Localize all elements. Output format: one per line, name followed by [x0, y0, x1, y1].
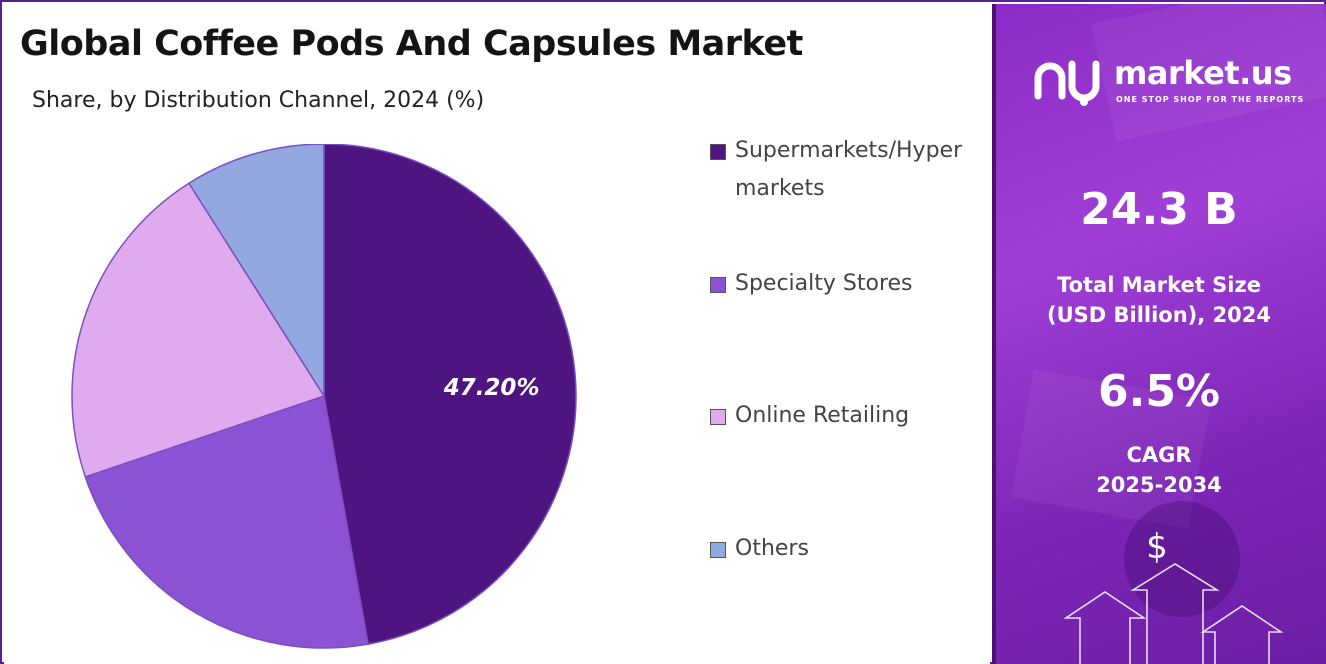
- legend-item-specialty-stores: Specialty Stores: [710, 265, 965, 303]
- pie-slice-specialty-stores: [84, 395, 369, 649]
- cagr-label-line1: CAGR: [1126, 443, 1192, 467]
- legend-label: Online Retailing: [735, 403, 910, 428]
- pie-slice-supermarkets: [323, 143, 577, 645]
- logo-text: market.us: [1114, 54, 1292, 92]
- legend-item-supermarkets: Supermarkets/Hypermarkets: [710, 132, 965, 208]
- legend-label: Specialty Stores: [735, 271, 913, 296]
- cagr-label-line2: 2025-2034: [1096, 473, 1222, 497]
- cagr-value: 6.5%: [1097, 366, 1221, 417]
- legend-swatch: [710, 542, 726, 558]
- pie-chart-svg: 47.20%: [71, 143, 577, 649]
- market-size-label-line2: (USD Billion), 2024: [1046, 303, 1272, 327]
- logo-icon: [1034, 60, 1100, 106]
- pie-chart: 47.20%: [62, 143, 582, 649]
- market-size-value: 24.3 B: [1080, 184, 1238, 235]
- legend-item-others: Others: [710, 530, 965, 568]
- chart-title: Global Coffee Pods And Capsules Market: [20, 24, 803, 64]
- chart-panel: Global Coffee Pods And Capsules Market S…: [4, 4, 990, 664]
- legend-label: Others: [735, 536, 809, 561]
- arrow-up-icon: [1063, 563, 1284, 664]
- legend-item-online-retailing: Online Retailing: [710, 397, 965, 435]
- legend-swatch: [710, 277, 726, 293]
- market-size-label-line1: Total Market Size: [1057, 273, 1261, 297]
- pie-slice-online-retailing: [71, 182, 326, 478]
- legend-swatch: [710, 409, 726, 425]
- dollar-icon: $: [1146, 527, 1168, 567]
- legend-label: Supermarkets/Hypermarkets: [735, 138, 963, 201]
- background-decoration: [1011, 4, 1326, 664]
- market-us-logo: market.us ONE STOP SHOP FOR THE REPORTS: [1034, 52, 1304, 112]
- stats-sidebar: market.us ONE STOP SHOP FOR THE REPORTS …: [992, 4, 1326, 664]
- logo-tagline: ONE STOP SHOP FOR THE REPORTS: [1116, 95, 1305, 104]
- sidebar-divider: [992, 4, 996, 664]
- pie-data-label-supermarkets: 47.20%: [443, 375, 540, 401]
- chart-subtitle: Share, by Distribution Channel, 2024 (%): [32, 88, 485, 113]
- legend-swatch: [710, 144, 726, 160]
- pie-slice-others: [187, 143, 325, 399]
